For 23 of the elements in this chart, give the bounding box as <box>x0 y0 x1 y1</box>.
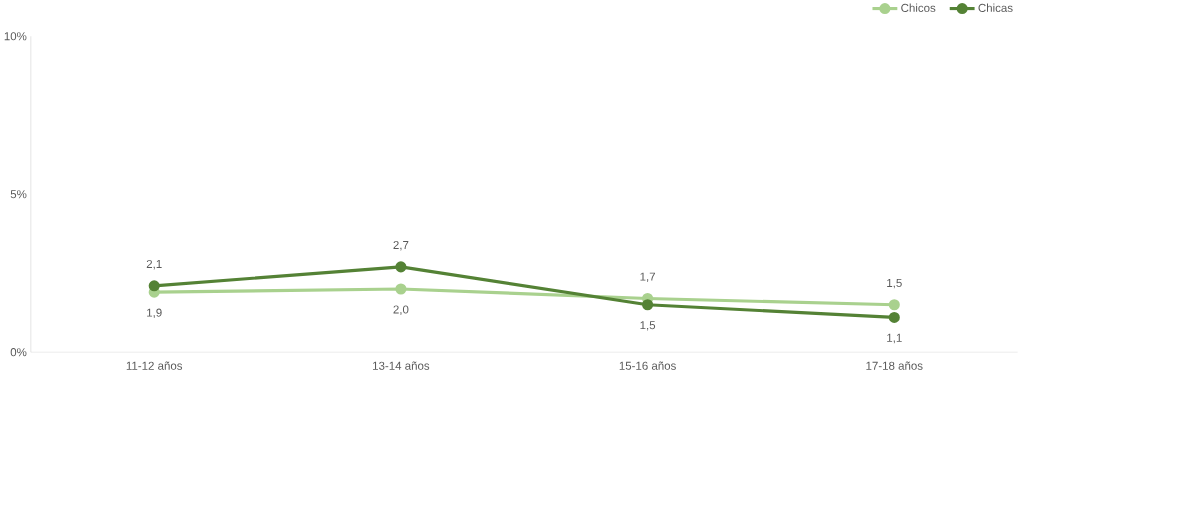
data-label: 2,0 <box>393 305 409 316</box>
data-label: 2,1 <box>146 260 162 270</box>
y-tick-label: 10% <box>4 32 27 41</box>
data-label: 1,9 <box>147 308 162 319</box>
point <box>395 283 407 295</box>
legend-label: Chicos <box>901 3 936 13</box>
x-tick-label: 11-12 años <box>126 361 183 370</box>
data-label: 1,5 <box>887 279 902 289</box>
data-label: 1,7 <box>640 272 655 283</box>
x-tick-label: 17-18 años <box>866 361 923 370</box>
data-label: 1,1 <box>887 333 902 344</box>
data-label: 1,5 <box>640 321 656 331</box>
point <box>395 261 407 273</box>
point <box>642 299 654 311</box>
legend-label: Chicas <box>978 3 1013 13</box>
x-tick-label: 13-14 años <box>373 361 430 370</box>
y-tick-label: 5% <box>10 190 27 199</box>
data-label: 2,7 <box>393 241 409 251</box>
y-tick-label: 0% <box>10 348 27 357</box>
point <box>148 280 160 292</box>
point <box>888 299 900 311</box>
x-tick-label: 15-16 años <box>619 361 676 370</box>
point <box>888 311 900 324</box>
